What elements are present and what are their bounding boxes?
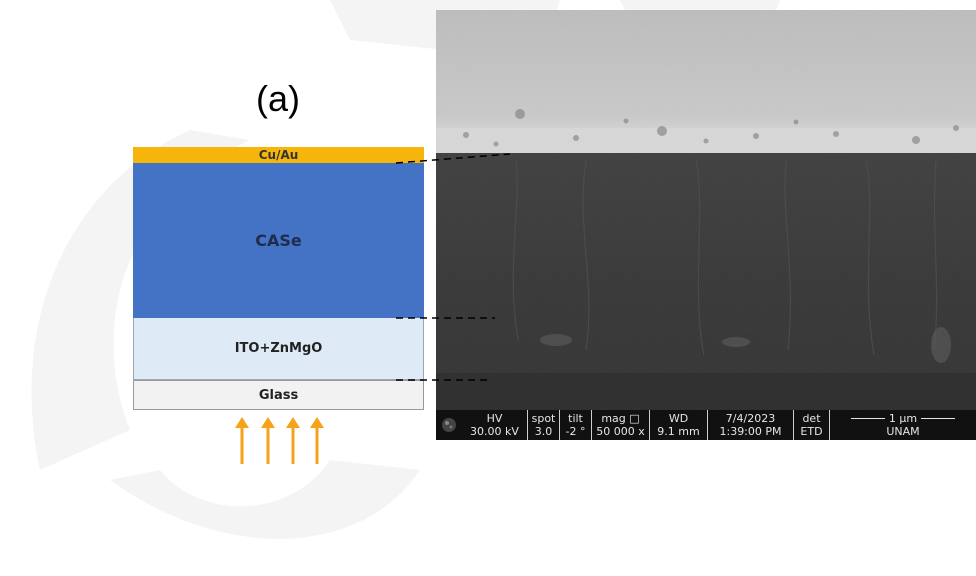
layer-contact-label: Cu/Au [258,148,299,162]
layer-tco: ITO+ZnMgO [133,318,424,380]
tilt-value: -2 ° [565,425,586,438]
det-cell: det ETD [794,410,830,440]
hv-value: 30.00 kV [470,425,519,438]
tilt-label: tilt [568,412,583,425]
layer-contact: Cu/Au [133,147,424,163]
layer-substrate-label: Glass [258,387,299,403]
detector-icon [436,410,462,440]
scale-bar-label: 1 µm [888,412,918,425]
spot-cell: spot 3.0 [528,410,560,440]
mag-label: mag □ [601,412,640,425]
arrow-up-icon [261,417,275,464]
hv-cell: HV 30.00 kV [462,410,528,440]
wd-cell: WD 9.1 mm [650,410,708,440]
hv-label: HV [486,412,503,425]
wd-label: WD [668,412,689,425]
sem-data-bar: HV 30.00 kV spot 3.0 tilt -2 ° mag □ 50 … [436,410,976,440]
institution-label: UNAM [886,425,920,438]
scale-bar-line [850,417,885,420]
arrow-up-icon [235,417,249,464]
mag-cell: mag □ 50 000 x [592,410,650,440]
layer-tco-label: ITO+ZnMgO [234,341,323,356]
wd-value: 9.1 mm [657,425,700,438]
date-label: 7/4/2023 [725,412,776,425]
det-label: det [802,412,821,425]
layer-substrate: Glass [133,380,424,410]
arrow-up-icon [310,417,324,464]
illumination-arrows [235,417,324,464]
det-value: ETD [800,425,823,438]
spot-label: spot [531,412,556,425]
layer-absorber-label: CASe [255,231,302,250]
tilt-cell: tilt -2 ° [560,410,592,440]
mag-value: 50 000 x [596,425,645,438]
panel-label: (a) [256,78,300,119]
scale-bar-line [921,417,956,420]
scale-bar: 1 µm [850,412,956,425]
date-cell: 7/4/2023 1:39:00 PM [708,410,794,440]
sem-cross-section-image [436,10,976,410]
scale-cell: 1 µm UNAM [830,410,976,440]
layer-absorber: CASe [133,163,424,318]
spot-value: 3.0 [534,425,553,438]
time-value: 1:39:00 PM [719,425,782,438]
arrow-up-icon [286,417,300,464]
